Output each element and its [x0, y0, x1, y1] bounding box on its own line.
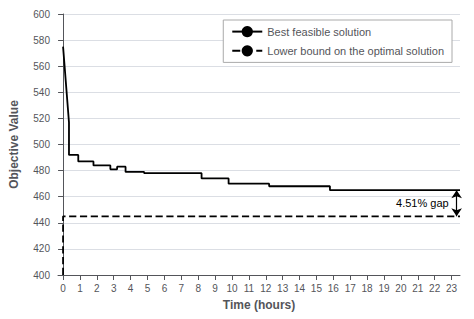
svg-text:440: 440 [33, 217, 50, 228]
svg-text:Time (hours): Time (hours) [223, 298, 295, 312]
svg-text:480: 480 [33, 165, 50, 176]
svg-text:14: 14 [294, 283, 306, 294]
svg-text:600: 600 [33, 9, 50, 20]
svg-text:10: 10 [226, 283, 238, 294]
svg-text:6: 6 [162, 283, 168, 294]
svg-text:9: 9 [212, 283, 218, 294]
svg-text:560: 560 [33, 61, 50, 72]
svg-text:5: 5 [145, 283, 151, 294]
svg-text:18: 18 [362, 283, 374, 294]
svg-text:500: 500 [33, 139, 50, 150]
svg-text:520: 520 [33, 113, 50, 124]
svg-text:13: 13 [277, 283, 289, 294]
svg-text:1: 1 [77, 283, 83, 294]
svg-text:20: 20 [395, 283, 407, 294]
svg-text:7: 7 [179, 283, 185, 294]
svg-text:4: 4 [128, 283, 134, 294]
svg-text:460: 460 [33, 191, 50, 202]
svg-text:540: 540 [33, 87, 50, 98]
svg-text:420: 420 [33, 243, 50, 254]
svg-text:580: 580 [33, 35, 50, 46]
svg-text:23: 23 [446, 283, 458, 294]
svg-text:8: 8 [195, 283, 201, 294]
svg-text:0: 0 [60, 283, 66, 294]
svg-text:16: 16 [328, 283, 340, 294]
svg-text:400: 400 [33, 270, 50, 281]
svg-text:Objective Value: Objective Value [7, 100, 21, 189]
svg-text:11: 11 [244, 283, 255, 294]
svg-text:15: 15 [311, 283, 323, 294]
svg-text:12: 12 [260, 283, 272, 294]
svg-text:17: 17 [345, 283, 357, 294]
svg-text:4.51% gap: 4.51% gap [396, 197, 449, 209]
svg-text:Lower bound on the optimal sol: Lower bound on the optimal solution [267, 45, 444, 57]
svg-text:Best feasible solution: Best feasible solution [267, 26, 371, 38]
svg-text:3: 3 [111, 283, 117, 294]
svg-text:21: 21 [412, 283, 424, 294]
svg-text:19: 19 [378, 283, 390, 294]
svg-text:2: 2 [94, 283, 100, 294]
svg-text:22: 22 [429, 283, 441, 294]
